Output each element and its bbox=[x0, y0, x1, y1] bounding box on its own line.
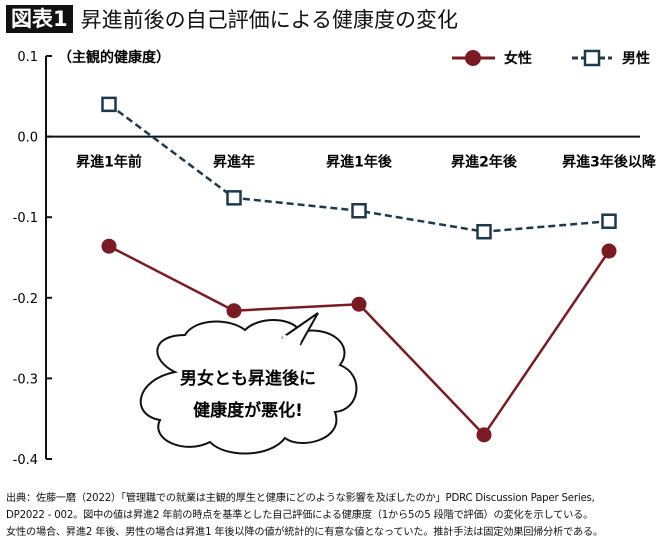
y-tick-label: -0.1 bbox=[13, 211, 38, 226]
data-point bbox=[226, 190, 242, 206]
data-point bbox=[476, 427, 492, 443]
data-point bbox=[601, 243, 617, 259]
legend-marker-male bbox=[583, 49, 601, 67]
figure-title: 図表1 昇進前後の自己評価による健康度の変化 bbox=[6, 4, 458, 34]
data-point bbox=[476, 223, 492, 240]
footnote-line: 女性の場合、昇進2 年後、男性の場合は昇進1 年後以降の値が統計的に有意な値とな… bbox=[6, 527, 603, 538]
data-point bbox=[351, 296, 367, 312]
data-point bbox=[101, 238, 117, 254]
legend-label-male: 男性 bbox=[622, 50, 650, 67]
data-point bbox=[351, 203, 367, 219]
y-axis-label: （主観的健康度） bbox=[58, 49, 170, 66]
y-tick-label: 0.1 bbox=[17, 50, 38, 65]
x-tick-label: 昇進年 bbox=[213, 154, 255, 171]
callout-cloud: 男女とも昇進後に 健康度が悪化! bbox=[139, 312, 358, 455]
legend-label-female: 女性 bbox=[504, 50, 532, 67]
x-tick-label: 昇進1年後 bbox=[326, 154, 393, 171]
y-tick-label: -0.3 bbox=[13, 372, 38, 387]
callout-line-1: 男女とも昇進後に bbox=[180, 368, 316, 389]
line-chart: 0.1 0.0 -0.1 -0.2 -0.3 -0.4 （主観的健康度） 昇進1年前 昇進年 昇進… bbox=[13, 49, 657, 468]
footnote-line: 出典：佐藤一磨（2022）「管理職での就業は主観的厚生と健康にどのような影響を及… bbox=[6, 493, 595, 504]
x-tick-label: 昇進3年後以降 bbox=[562, 154, 657, 171]
x-tick-label: 昇進2年後 bbox=[451, 154, 518, 171]
title-text: 昇進前後の自己評価による健康度の変化 bbox=[80, 8, 458, 32]
y-tick-label: -0.4 bbox=[13, 453, 38, 468]
legend-marker-female bbox=[465, 50, 481, 66]
y-tick-label: 0.0 bbox=[17, 131, 38, 146]
footnote: 出典：佐藤一磨（2022）「管理職での就業は主観的厚生と健康にどのような影響を及… bbox=[6, 490, 603, 541]
data-point bbox=[226, 303, 242, 319]
callout-line-2: 健康度が悪化! bbox=[193, 400, 303, 421]
y-tick-label: -0.2 bbox=[13, 292, 38, 307]
footnote-line: DP2022 - 002。図中の値は昇進2 年前の時点を基準とした自己評価による… bbox=[6, 510, 594, 521]
data-point bbox=[101, 96, 117, 113]
data-point bbox=[601, 213, 617, 229]
x-tick-label: 昇進1年前 bbox=[76, 154, 142, 171]
figure-badge: 図表1 bbox=[6, 5, 73, 33]
